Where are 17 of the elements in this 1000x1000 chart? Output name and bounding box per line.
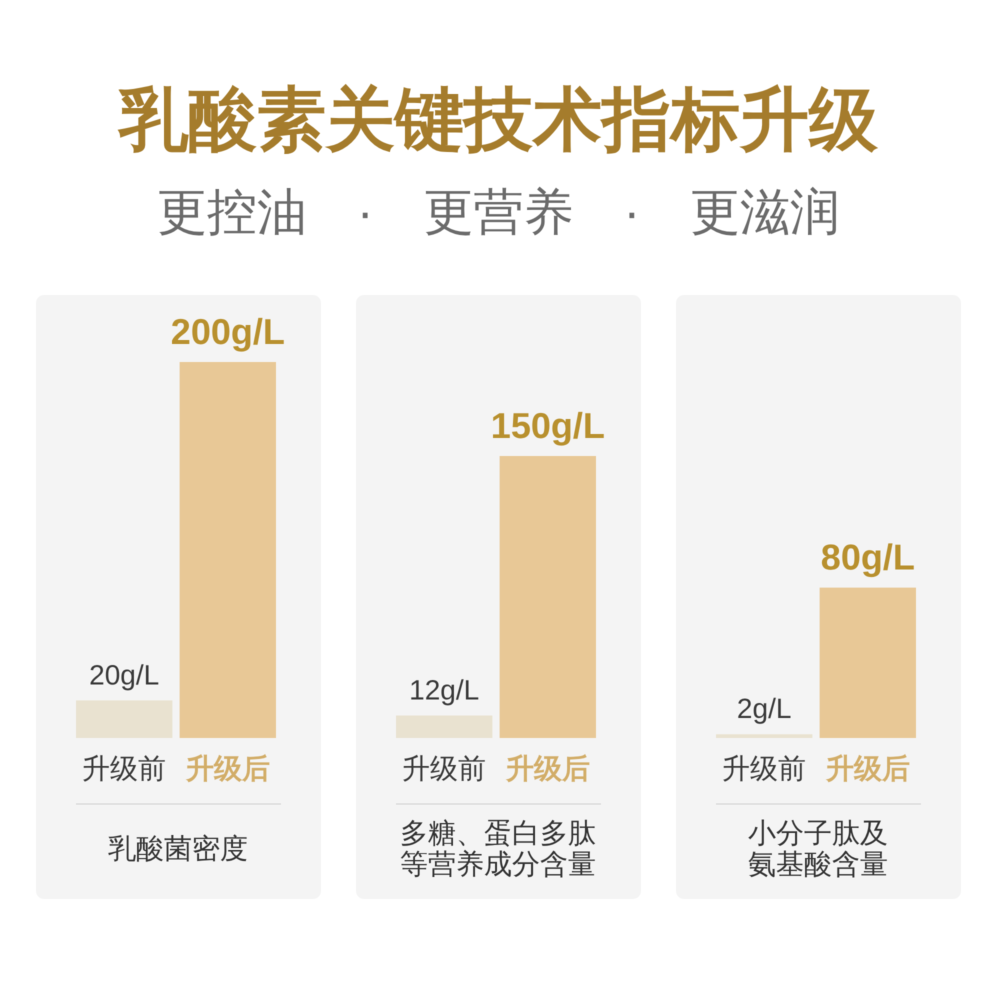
x-axis-title: 小分子肽及氨基酸含量 <box>748 818 888 880</box>
x-tick-label: 升级后 <box>824 753 910 784</box>
x-tick-label: 升级后 <box>184 753 270 784</box>
data-label: 12g/L <box>409 674 480 706</box>
data-label: 20g/L <box>89 659 160 690</box>
x-tick-label: 升级前 <box>722 753 806 784</box>
text: 乳酸素关键技术指标升级 <box>117 81 879 158</box>
x-tick-label: 升级前 <box>82 753 166 784</box>
data-label: 80g/L <box>820 536 915 578</box>
x-tick-label: 升级前 <box>402 753 486 784</box>
x-axis-title: 多糖、蛋白多肽等营养成分含量 <box>400 818 596 880</box>
data-label: 150g/L <box>490 405 605 446</box>
data-label: 200g/L <box>170 311 285 352</box>
text: 更控油 · 更营养 · 更滋润 <box>156 184 840 240</box>
x-axis-title: 乳酸菌密度 <box>108 833 248 864</box>
data-label: 2g/L <box>736 693 792 724</box>
x-tick-label: 升级后 <box>504 753 590 784</box>
